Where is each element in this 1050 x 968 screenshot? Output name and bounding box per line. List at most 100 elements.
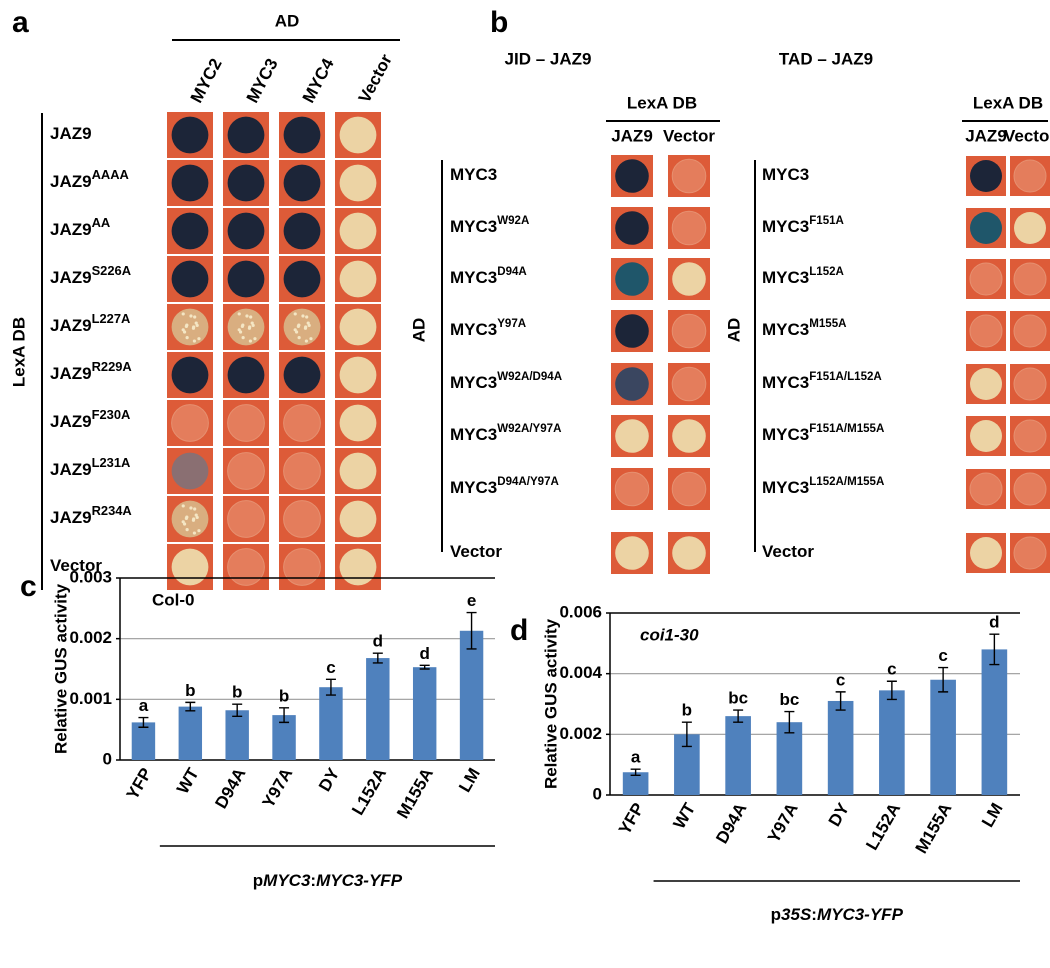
bar [827, 700, 854, 795]
speckle [192, 339, 196, 343]
label-superscript: F151A/L152A [809, 371, 882, 383]
label-superscript: D94A [497, 266, 527, 278]
row-label: JAZ9F230A [50, 407, 130, 431]
yeast-spot [283, 500, 321, 538]
bar [879, 690, 905, 795]
y-tick-label: 0.001 [69, 689, 112, 708]
speckle [241, 336, 245, 340]
error-bar [886, 680, 897, 701]
row-label: MYC3F151A [762, 215, 845, 236]
bar [981, 649, 1008, 795]
speckle [307, 323, 311, 328]
yeast-spot [1013, 419, 1047, 453]
y-tick-label: 0.006 [559, 602, 602, 621]
label-base: MYC3 [762, 217, 809, 236]
panel-label: b [490, 6, 508, 39]
error-bar [733, 709, 744, 723]
yeast-spot [339, 500, 377, 538]
label-superscript: AA [92, 215, 111, 230]
bar [725, 716, 751, 795]
label-superscript: R229A [92, 359, 132, 374]
label-base: MYC3 [762, 268, 809, 287]
column-label: MYC4 [299, 55, 338, 106]
error-bar [784, 710, 795, 734]
speckle [191, 518, 196, 522]
yeast-spot [615, 419, 649, 453]
row-label: JAZ9L227A [50, 311, 130, 335]
yeast-spot [615, 367, 649, 401]
yeast-spot [339, 260, 377, 298]
row-label: Vector [762, 542, 814, 561]
bar [225, 710, 249, 760]
yeast-spot [171, 404, 209, 442]
speckle [193, 315, 197, 319]
y-tick-label: 0.003 [69, 567, 112, 586]
group-label-part: MYC3-YFP [817, 905, 904, 924]
yeast-spot [283, 356, 321, 394]
label-superscript: F151A/M155A [809, 423, 885, 435]
yeast-spot [227, 404, 265, 442]
speckle [249, 315, 253, 319]
row-label: MYC3D94A [450, 266, 527, 287]
row-label: MYC3W92A/D94A [450, 371, 563, 392]
label-base: JAZ9 [50, 316, 92, 335]
speckle [197, 337, 201, 341]
significance-letter: b [185, 681, 195, 700]
error-bar [419, 664, 430, 670]
yeast-spot [1013, 262, 1047, 296]
yeast-spot [672, 262, 706, 296]
yeast-spot [970, 368, 1002, 400]
column-label: MYC2 [187, 55, 226, 106]
group-label-part: 35S [781, 905, 812, 924]
error-bar [138, 716, 149, 728]
yeast-spot [171, 212, 209, 250]
y-tick-label: 0.004 [559, 663, 602, 682]
row-label: MYC3W92A/Y97A [450, 423, 562, 444]
label-base: MYC3 [450, 217, 497, 236]
group-label-part: : [811, 905, 817, 924]
yeast-spot [615, 211, 649, 245]
yeast-spot [283, 164, 321, 202]
row-label: JAZ9R229A [50, 359, 132, 383]
yeast-spot [283, 260, 321, 298]
yeast-spot [969, 262, 1003, 296]
side-label: LexA DB [9, 317, 28, 387]
yeast-spot [1013, 314, 1047, 348]
x-tick-label: LM [455, 765, 484, 796]
yeast-spot [615, 536, 649, 570]
yeast-spot [283, 452, 321, 490]
yeast-spot [227, 500, 265, 538]
yeast-spot [227, 308, 265, 346]
significance-letter: b [232, 683, 242, 702]
speckle [191, 326, 196, 330]
speckle [195, 515, 199, 520]
significance-letter: a [631, 748, 641, 767]
speckle [192, 531, 196, 535]
yeast-spot [671, 471, 707, 507]
significance-letter: b [682, 701, 692, 720]
label-superscript: M155A [809, 318, 847, 330]
speckle [241, 323, 245, 327]
speckle [197, 529, 201, 533]
x-tick-label: L152A [348, 765, 390, 819]
speckle [237, 312, 241, 316]
label-superscript: AAAA [92, 167, 129, 182]
yeast-spot [171, 500, 209, 538]
row-label: Vector [450, 542, 502, 561]
bar [131, 722, 156, 760]
label-base: MYC3 [450, 320, 497, 339]
side-label: AD [409, 318, 428, 343]
error-bar [938, 666, 949, 693]
yeast-spot [283, 116, 321, 154]
error-bar [989, 633, 1000, 666]
yeast-spot [1013, 536, 1047, 570]
x-tick-label: LM [978, 800, 1007, 831]
x-tick-label: L152A [862, 800, 904, 854]
column-group-header: LexA DB [627, 93, 697, 112]
speckle [185, 528, 189, 532]
speckle [304, 339, 308, 343]
group-label-part: MYC3 [263, 871, 311, 890]
bar [776, 722, 803, 795]
yeast-spot [227, 548, 265, 586]
